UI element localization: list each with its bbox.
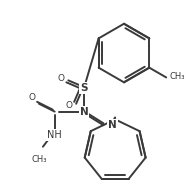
Text: CH₃: CH₃ [169, 72, 185, 81]
Text: O: O [58, 74, 65, 83]
Text: O: O [66, 101, 73, 110]
Text: O: O [29, 93, 36, 102]
Text: CH₃: CH₃ [31, 154, 47, 164]
Text: S: S [80, 83, 88, 93]
Text: N: N [108, 120, 117, 130]
Text: N: N [79, 107, 88, 117]
Text: NH: NH [47, 130, 62, 140]
